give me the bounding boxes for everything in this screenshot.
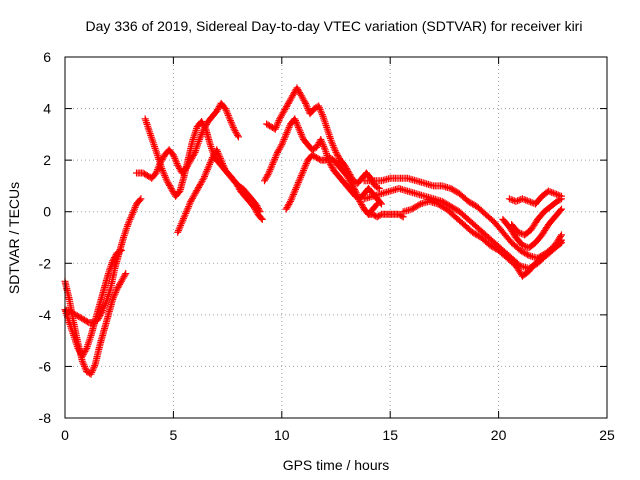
y-tick-label: -4 xyxy=(39,307,52,323)
series-markers xyxy=(263,84,383,192)
y-tick-label: 6 xyxy=(43,49,51,65)
series-trace-g xyxy=(263,84,383,192)
plot-frame xyxy=(64,56,608,419)
y-axis-label: SDTVAR / TECUs xyxy=(6,182,22,294)
y-tick-label: 2 xyxy=(43,152,51,168)
x-tick-label: 5 xyxy=(170,427,178,443)
y-tick-label: -2 xyxy=(39,255,52,271)
series-trace-f xyxy=(174,146,264,236)
series-trace-m xyxy=(399,197,565,280)
series-trace-h xyxy=(261,115,385,208)
series-trace-j xyxy=(365,210,407,221)
x-tick-label: 15 xyxy=(382,427,398,443)
series-markers xyxy=(282,151,381,218)
x-tick-label: 0 xyxy=(61,427,69,443)
series-markers xyxy=(365,210,407,221)
chart-title: Day 336 of 2019, Sidereal Day-to-day VTE… xyxy=(86,18,583,34)
series-markers xyxy=(505,187,565,208)
y-tick-label: -8 xyxy=(39,410,52,426)
series-trace-n xyxy=(505,187,565,208)
y-tick-label: -6 xyxy=(39,358,52,374)
series-markers xyxy=(508,195,565,239)
x-axis-label: GPS time / hours xyxy=(283,457,390,473)
series-markers xyxy=(499,205,565,252)
series-markers xyxy=(261,115,385,208)
y-tick-label: 4 xyxy=(43,101,51,117)
x-tick-label: 20 xyxy=(491,427,507,443)
axis-ticks: 0 5 10 15 20 25 -8 -6 -4 -2 0 2 4 6 xyxy=(39,49,615,443)
series-markers xyxy=(174,146,264,236)
series-markers xyxy=(399,197,565,280)
x-tick-label: 25 xyxy=(599,427,615,443)
y-tick-label: 0 xyxy=(43,204,51,220)
series-trace-o xyxy=(508,195,565,239)
series-trace-p xyxy=(499,205,565,252)
x-tick-label: 10 xyxy=(274,427,290,443)
series-trace-i xyxy=(282,151,381,218)
